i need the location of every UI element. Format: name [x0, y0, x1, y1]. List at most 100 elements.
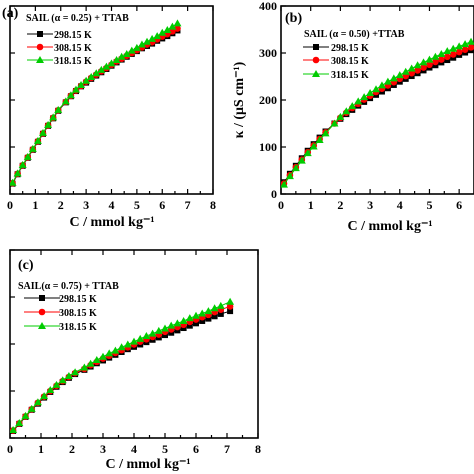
data-point	[366, 88, 375, 96]
data-point	[395, 71, 404, 79]
data-point	[18, 160, 27, 168]
data-point	[227, 308, 234, 315]
data-point	[217, 310, 224, 317]
x-tick-label: 2	[58, 198, 64, 212]
data-point	[281, 180, 288, 188]
data-point	[148, 34, 157, 42]
x-tick-label: 6	[193, 442, 199, 456]
data-point	[122, 49, 131, 57]
data-point	[389, 74, 398, 82]
data-point	[127, 46, 136, 54]
data-point	[40, 392, 49, 400]
legend-marker	[312, 70, 320, 77]
x-axis-label: C / mmol kg⁻¹	[69, 215, 154, 230]
data-point	[372, 85, 381, 93]
x-tick-label: 5	[426, 198, 432, 212]
series-line-0	[12, 30, 178, 184]
data-point	[77, 80, 86, 88]
data-point	[291, 164, 300, 172]
data-point	[199, 317, 206, 324]
data-point	[80, 363, 89, 371]
data-point	[297, 156, 306, 164]
data-point	[455, 48, 463, 56]
data-point	[117, 343, 126, 351]
legend-label: 308.15 K	[331, 56, 369, 67]
series-line-0	[12, 310, 231, 432]
data-point	[467, 37, 474, 45]
data-point	[169, 28, 176, 35]
data-point	[153, 32, 162, 40]
legend-title: SAIL (α = 0.25) + TTAB	[26, 13, 129, 24]
data-point	[123, 340, 132, 348]
x-tick-label: 3	[83, 198, 89, 212]
data-point	[112, 56, 121, 64]
data-point	[336, 112, 345, 120]
x-tick-label: 4	[109, 198, 115, 212]
x-tick-label: 8	[255, 442, 261, 456]
data-point	[461, 46, 469, 54]
x-tick-label: 5	[162, 442, 168, 456]
data-point	[46, 386, 55, 394]
data-point	[163, 25, 172, 33]
data-point	[204, 307, 213, 315]
y-tick-label: 100	[259, 140, 277, 154]
data-point	[64, 371, 73, 379]
legend-marker	[312, 56, 320, 64]
data-point	[401, 67, 410, 75]
data-point	[443, 47, 452, 55]
data-point	[348, 102, 357, 110]
legend-marker	[313, 44, 319, 50]
y-tick-label: 300	[259, 46, 277, 60]
plot-area	[281, 37, 474, 188]
x-tick-label: 1	[308, 198, 314, 212]
y-tick-label: 400	[259, 0, 277, 13]
x-tick-label: 1	[38, 442, 44, 456]
data-point	[49, 113, 58, 121]
legend-marker	[38, 308, 46, 316]
data-point	[27, 404, 36, 412]
x-tick-label: 4	[131, 442, 137, 456]
panel-label: (a)	[2, 6, 19, 21]
data-point	[33, 398, 42, 406]
data-point	[437, 49, 446, 57]
legend-marker	[37, 31, 43, 37]
data-point	[211, 313, 218, 320]
legend: SAIL(α = 0.75) + TTAB 298.15 K 308.15 K 318…	[18, 281, 119, 333]
data-point	[105, 349, 114, 357]
legend-title: SAIL(α = 0.75) + TTAB	[18, 281, 119, 292]
data-point	[58, 376, 67, 384]
data-point	[419, 58, 428, 66]
data-point	[186, 322, 193, 329]
data-point	[426, 61, 433, 69]
data-point	[137, 40, 146, 48]
x-tick-label: 8	[210, 198, 216, 212]
data-point	[461, 40, 470, 48]
data-point	[54, 105, 63, 113]
legend-label: 318.15 K	[59, 322, 97, 333]
data-point	[414, 67, 421, 74]
data-point	[28, 144, 37, 152]
data-point	[285, 172, 294, 180]
data-point	[143, 37, 152, 45]
data-point	[10, 178, 17, 186]
x-tick-label: 1	[32, 198, 38, 212]
x-tick-label: 4	[397, 198, 403, 212]
data-point	[15, 418, 24, 426]
data-point	[210, 304, 219, 312]
legend-marker	[36, 56, 44, 63]
data-point	[309, 142, 318, 150]
legend-label: 298.15 K	[59, 294, 97, 305]
data-point	[130, 337, 138, 345]
x-tick-label: 2	[337, 198, 343, 212]
data-point	[111, 346, 120, 354]
series-line-1	[283, 46, 472, 184]
plot-area	[10, 297, 235, 434]
data-point	[360, 93, 369, 101]
legend-label: 318.15 K	[331, 70, 369, 81]
data-point	[377, 81, 386, 89]
data-point	[383, 77, 392, 85]
legend: SAIL (α = 0.50) +TTAB 298.15 K 308.15 K 318…	[303, 29, 405, 81]
data-point	[205, 315, 212, 322]
x-tick-label: 6	[159, 198, 165, 212]
